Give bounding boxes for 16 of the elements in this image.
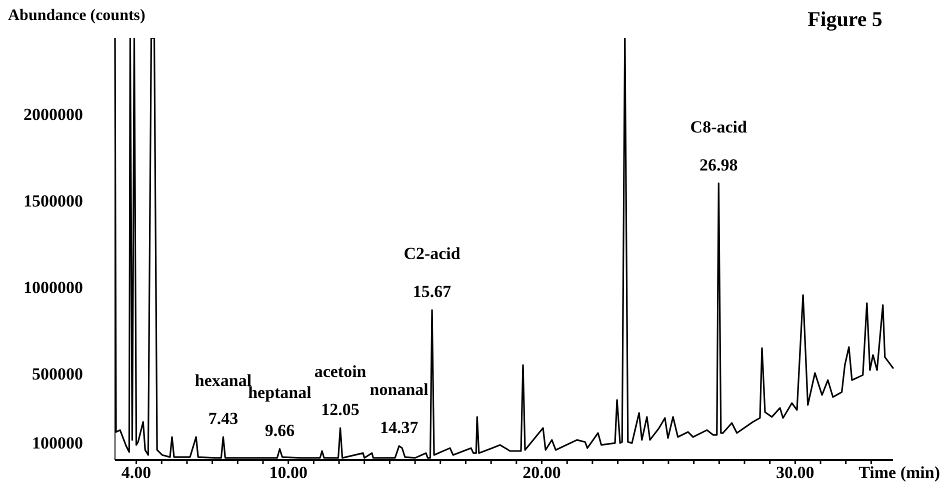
chart-title: Figure 5 <box>808 7 882 31</box>
x-tick-label: 4.00 <box>121 463 152 482</box>
annotation: C2-acid 15.67 <box>404 244 461 302</box>
annotation: acetoin 12.05 <box>314 362 367 420</box>
annotation: nonanal 14.37 <box>370 380 429 437</box>
x-tick-label: 10.00 <box>269 463 308 482</box>
y-tick-label: 2000000 <box>24 105 83 124</box>
y-tick-label: 100000 <box>32 434 83 453</box>
x-tick-label: 30.00 <box>776 463 814 482</box>
annotation: C8-acid 26.98 <box>690 117 748 174</box>
y-tick-label: 500000 <box>32 364 83 384</box>
y-axis-title: Abundance (counts) <box>8 7 146 24</box>
y-tick-label: 1500000 <box>24 192 83 211</box>
x-axis-title: Time (min) <box>858 463 940 482</box>
y-tick-label: 1000000 <box>24 278 83 297</box>
x-tick-label: 20.00 <box>522 463 561 482</box>
